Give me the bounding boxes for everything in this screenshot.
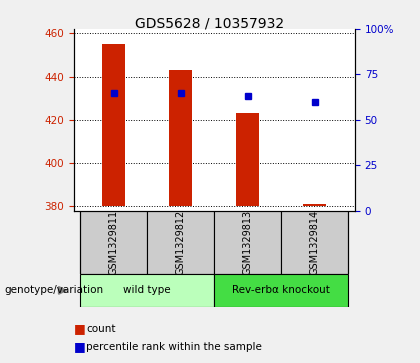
Bar [214,274,348,307]
Text: ■: ■ [74,340,85,353]
Bar [80,274,214,307]
Bar [303,204,326,206]
Bar [102,44,126,206]
Text: percentile rank within the sample: percentile rank within the sample [86,342,262,352]
Bar [236,113,260,206]
Bar [281,211,348,274]
Bar [214,211,281,274]
Text: Rev-erbα knockout: Rev-erbα knockout [232,285,330,295]
Text: GSM1329813: GSM1329813 [243,210,253,275]
Bar [169,70,192,206]
Text: count: count [86,323,116,334]
Text: GSM1329814: GSM1329814 [310,210,320,275]
Text: ■: ■ [74,322,85,335]
Text: GSM1329811: GSM1329811 [109,210,119,275]
Bar [147,211,214,274]
Text: GSM1329812: GSM1329812 [176,210,186,275]
Bar [80,211,147,274]
Text: GDS5628 / 10357932: GDS5628 / 10357932 [135,16,285,30]
Text: genotype/variation: genotype/variation [4,285,103,295]
Text: wild type: wild type [123,285,171,295]
